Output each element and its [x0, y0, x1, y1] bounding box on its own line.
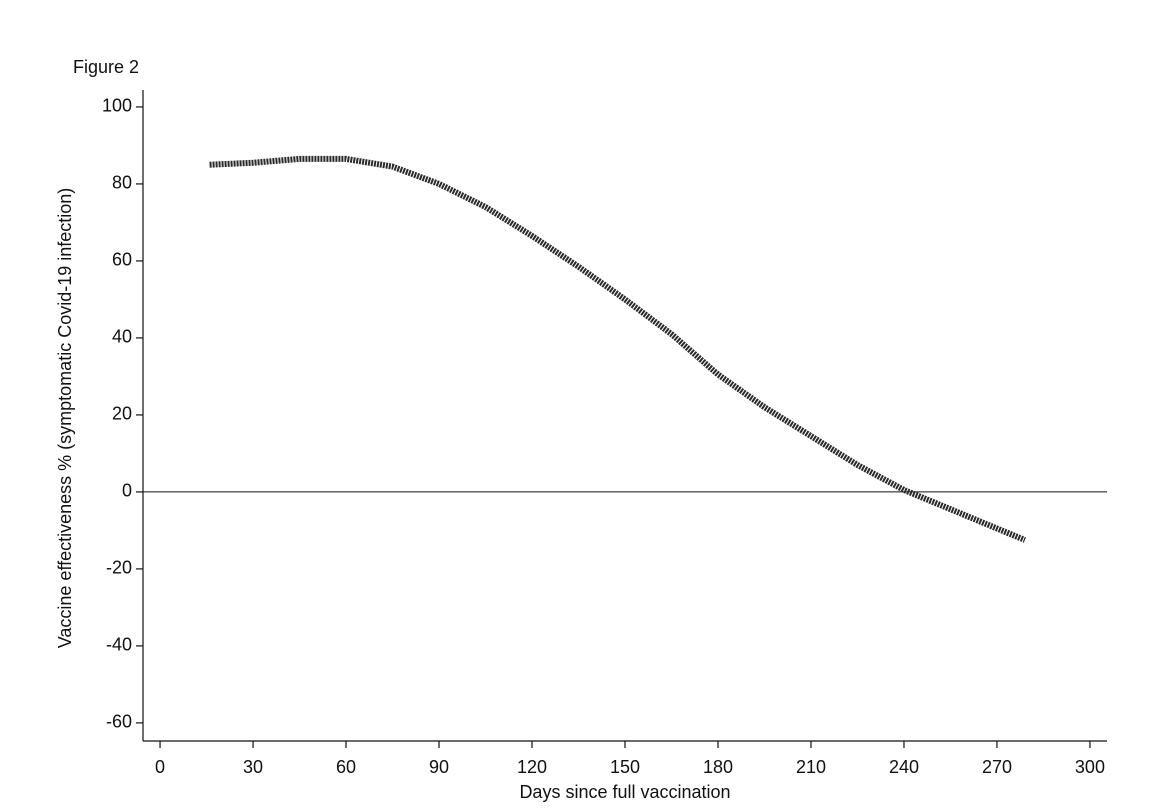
x-tick-label: 120: [517, 757, 547, 777]
x-tick-label: 210: [796, 757, 826, 777]
x-tick-label: 300: [1075, 757, 1105, 777]
y-tick-label: -60: [106, 712, 132, 732]
y-tick-label: -40: [106, 635, 132, 655]
y-tick-label: 100: [102, 96, 132, 116]
x-tick-label: 60: [336, 757, 356, 777]
y-tick-label: 60: [112, 250, 132, 270]
x-tick-label: 150: [610, 757, 640, 777]
y-tick-label: 80: [112, 173, 132, 193]
x-tick-label: 240: [889, 757, 919, 777]
curve: [209, 155, 1027, 543]
y-tick-label: 20: [112, 404, 132, 424]
x-tick-label: 90: [429, 757, 449, 777]
chart-title: Figure 2: [73, 57, 139, 77]
x-axis-label: Days since full vaccination: [519, 782, 730, 802]
y-tick-label: -20: [106, 558, 132, 578]
x-tick-label: 180: [703, 757, 733, 777]
y-tick-label: 0: [122, 481, 132, 501]
x-tick-label: 0: [155, 757, 165, 777]
x-tick-label: 30: [243, 757, 263, 777]
y-tick-label: 40: [112, 327, 132, 347]
y-axis-label: Vaccine effectiveness % (symptomatic Cov…: [55, 188, 75, 649]
x-tick-label: 270: [982, 757, 1012, 777]
